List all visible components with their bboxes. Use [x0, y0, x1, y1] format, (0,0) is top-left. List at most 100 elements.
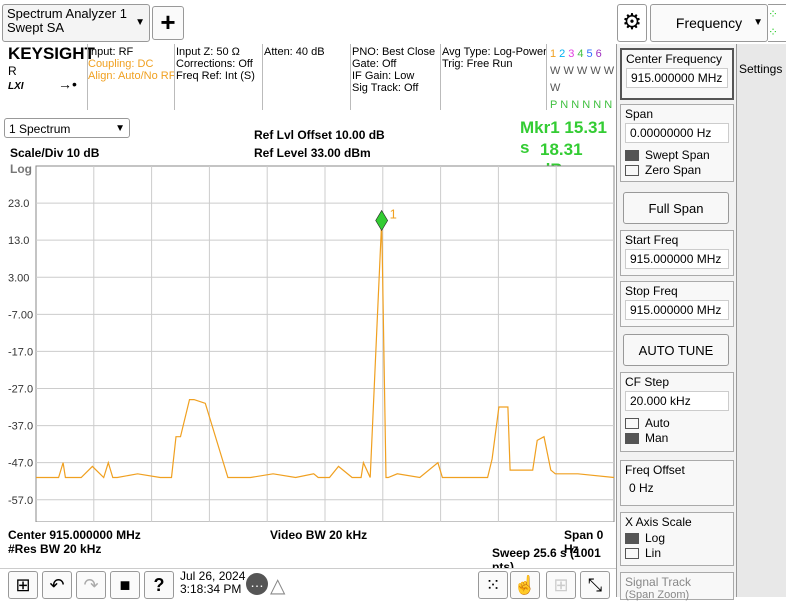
coupling-setting[interactable]: Coupling: DC [88, 58, 154, 70]
measurement-info-bar: KEYSIGHT R LXI →• Input: RF Coupling: DC… [0, 44, 616, 111]
divider [262, 44, 263, 110]
y-tick-label: -17.0 [8, 346, 33, 358]
auto-tune-button[interactable]: AUTO TUNE [623, 334, 729, 366]
screen-title: Spectrum Analyzer 1 [7, 6, 127, 21]
ref-level[interactable]: Ref Level 33.00 dBm [254, 146, 371, 160]
triangle-icon[interactable]: △ [270, 575, 286, 597]
trace-number-5: 5 [586, 48, 593, 60]
swept-span-option[interactable]: Swept Span [621, 148, 733, 163]
trace-types: W W W W W W [550, 65, 615, 94]
center-freq-readout[interactable]: Center 915.000000 MHz [8, 528, 141, 542]
input-setting[interactable]: Input: RF [88, 46, 134, 58]
gate-setting[interactable]: Gate: Off [352, 58, 397, 70]
cf-step-label: CF Step [625, 375, 670, 389]
trace-number-1: 1 [550, 48, 557, 60]
add-screen-button[interactable]: + [152, 6, 184, 40]
res-bw-readout[interactable]: #Res BW 20 kHz [8, 542, 102, 556]
trace-number-3: 3 [568, 48, 575, 60]
status-edge-icon[interactable]: ⁘ ⁘ [768, 4, 786, 42]
brand-logo: KEYSIGHT [8, 44, 95, 63]
y-tick-label: -57.0 [8, 495, 33, 507]
chevron-down-icon: ▼ [135, 17, 145, 28]
sig-track-setting[interactable]: Sig Track: Off [352, 82, 419, 94]
frequency-panel: Center Frequency 915.000000 MHz Span 0.0… [616, 44, 737, 601]
auto-option[interactable]: Auto [621, 416, 733, 431]
man-option[interactable]: Man [621, 431, 733, 446]
align-setting[interactable]: Align: Auto/No RF [88, 70, 176, 82]
time: 3:18:34 PM [180, 582, 242, 596]
center-frequency-label: Center Frequency [626, 52, 723, 66]
radio-icon [625, 150, 639, 161]
avg-type-setting[interactable]: Avg Type: Log-Power [442, 46, 547, 58]
x-axis-scale-item[interactable]: X Axis Scale Log Lin [620, 512, 734, 566]
window-selector[interactable]: 1 Spectrum ▼ [4, 118, 130, 138]
spectrum-plot[interactable]: 23.0 13.0 3.00 -7.00 -17.0 -27.0 -37.0 -47.0 -57… [0, 162, 616, 522]
top-bar: Spectrum Analyzer 1 Swept SA ▼ + ⚙ Frequ… [0, 0, 786, 44]
if-gain-setting[interactable]: IF Gain: Low [352, 70, 415, 82]
redo-icon[interactable]: ↷ [76, 571, 106, 599]
radio-icon [625, 533, 639, 544]
video-bw-readout[interactable]: Video BW 20 kHz [270, 528, 368, 542]
gear-icon[interactable]: ⚙ [617, 4, 647, 42]
span-type-radio[interactable]: Swept Span Zero Span [620, 148, 734, 182]
trace-number-2: 2 [559, 48, 566, 60]
mode-r: R [8, 64, 17, 78]
fullscreen-icon[interactable]: ⤡ [580, 571, 610, 599]
freq-ref-setting[interactable]: Freq Ref: Int (S) [176, 70, 255, 82]
radio-icon [625, 165, 639, 176]
pno-setting[interactable]: PNO: Best Close [352, 46, 436, 58]
undo-icon[interactable]: ↶ [42, 571, 72, 599]
signal-track-item[interactable]: Signal Track (Span Zoom) [620, 572, 734, 601]
window-selector-label: 1 Spectrum [9, 122, 71, 136]
span-label: Span [625, 107, 654, 121]
start-freq-item[interactable]: Start Freq 915.000000 MHz [620, 230, 734, 276]
freq-offset-field[interactable]: 0 Hz [629, 481, 654, 495]
screen-tab-selector[interactable]: Spectrum Analyzer 1 Swept SA ▼ [2, 4, 150, 42]
divider [174, 44, 175, 110]
radio-icon [625, 548, 639, 559]
zero-span-option[interactable]: Zero Span [621, 163, 733, 178]
cf-step-field[interactable]: 20.000 kHz [625, 391, 729, 411]
cf-step-mode-radio[interactable]: Auto Man [620, 416, 734, 452]
help-icon[interactable]: ? [144, 571, 174, 599]
marker-readout-x[interactable]: Mkr1 15.31 s [520, 118, 607, 157]
trig-setting[interactable]: Trig: Free Run [442, 58, 513, 70]
start-freq-field[interactable]: 915.000000 MHz [625, 249, 729, 269]
trace-detectors: P N N N N N [550, 99, 613, 111]
touch-icon[interactable]: ☝ [510, 571, 540, 599]
span-field[interactable]: 0.00000000 Hz [625, 123, 729, 143]
trace-number-4: 4 [577, 48, 584, 60]
stop-freq-item[interactable]: Stop Freq 915.000000 MHz [620, 281, 734, 327]
corrections-setting[interactable]: Corrections: Off [176, 58, 253, 70]
lin-option[interactable]: Lin [621, 546, 733, 561]
chevron-down-icon: ▼ [753, 17, 763, 28]
grid-icon[interactable]: ⁙ [478, 571, 508, 599]
input-z-setting[interactable]: Input Z: 50 Ω [176, 46, 240, 58]
signal-track-label: Signal Track [625, 575, 692, 589]
center-frequency-item[interactable]: Center Frequency 915.000000 MHz [620, 48, 734, 100]
log-option[interactable]: Log [621, 531, 733, 546]
windows-icon[interactable]: ⊞ [8, 571, 38, 599]
more-icon[interactable]: … [246, 573, 268, 595]
y-tick-label: 23.0 [8, 198, 29, 210]
scale-div[interactable]: Scale/Div 10 dB [10, 146, 100, 160]
window-layout-icon[interactable]: ⊞ [546, 571, 576, 599]
full-span-button[interactable]: Full Span [623, 192, 729, 224]
stop-freq-field[interactable]: 915.000000 MHz [625, 300, 729, 320]
center-frequency-field[interactable]: 915.000000 MHz [626, 68, 728, 88]
taskbar: ⊞ ↶ ↷ ■ ? Jul 26, 2024 3:18:34 PM … △ ⁙ … [0, 568, 616, 599]
span-readout[interactable]: Span 0 Hz [564, 528, 604, 556]
freq-offset-item[interactable]: Freq Offset 0 Hz [620, 460, 734, 506]
y-tick-label: 3.00 [8, 272, 29, 284]
lxi-logo: LXI [8, 81, 24, 92]
atten-setting[interactable]: Atten: 40 dB [264, 46, 325, 58]
cf-step-item[interactable]: CF Step 20.000 kHz [620, 372, 734, 418]
file-icon[interactable]: ■ [110, 571, 140, 599]
settings-tab[interactable]: Settings [736, 44, 786, 597]
divider [546, 44, 547, 110]
ref-offset[interactable]: Ref Lvl Offset 10.00 dB [254, 128, 385, 142]
measure-menu-button[interactable]: Frequency ▼ [650, 4, 768, 42]
span-item[interactable]: Span 0.00000000 Hz [620, 104, 734, 150]
